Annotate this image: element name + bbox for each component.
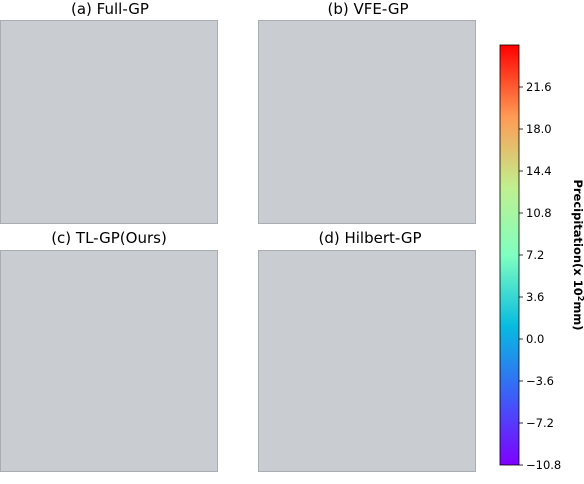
colorbar-ticks: −10.8 −7.2 −3.6 0.0 3.6 7.2 10.8 14.4 18.0 21.6 bbox=[519, 80, 561, 472]
panel-title-d: (d) Hilbert-GP bbox=[318, 229, 422, 247]
panel-title-c: (c) TL-GP(Ours) bbox=[51, 229, 167, 247]
colorbar-tick-label: 18.0 bbox=[526, 122, 552, 136]
colorbar-tick-label: −7.2 bbox=[526, 416, 554, 430]
colorbar-label: Precipitation(x 102mm) bbox=[571, 179, 584, 330]
colorbar-label-exp: 2 bbox=[577, 296, 584, 302]
colorbar-tick-label: −3.6 bbox=[526, 374, 554, 388]
colorbar-label-unit: mm) bbox=[571, 301, 584, 330]
map-image-d bbox=[258, 250, 476, 472]
colorbar-tick-label: 10.8 bbox=[526, 206, 552, 220]
colorbar-tick-label: 0.0 bbox=[526, 332, 544, 346]
map-image-a bbox=[0, 20, 218, 224]
panel-title-a: (a) Full-GP bbox=[71, 0, 149, 18]
map-image-c bbox=[0, 250, 218, 472]
colorbar-gradient bbox=[499, 44, 520, 466]
colorbar-tick-label: 7.2 bbox=[526, 248, 544, 262]
colorbar-tick-label: 14.4 bbox=[526, 164, 552, 178]
colorbar-tick-label: 21.6 bbox=[526, 80, 552, 94]
colorbar-label-text: Precipitation(x 10 bbox=[571, 179, 584, 295]
colorbar-tick-label: −10.8 bbox=[526, 458, 561, 472]
map-image-b bbox=[258, 20, 476, 224]
panel-title-b: (b) VFE-GP bbox=[327, 0, 409, 18]
colorbar-tick-label: 3.6 bbox=[526, 290, 544, 304]
